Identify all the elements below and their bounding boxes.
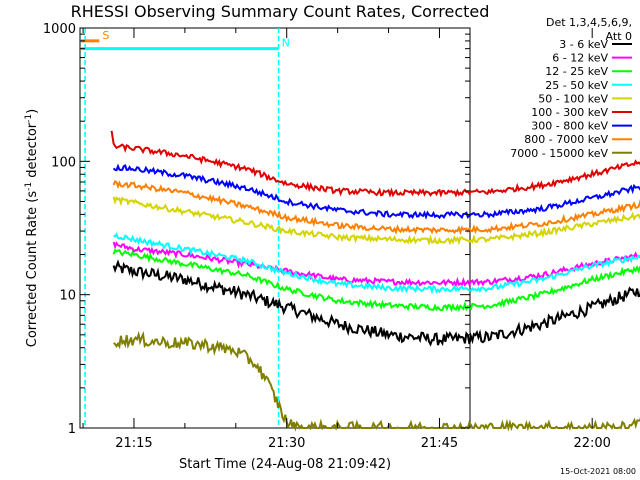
y-tick-label: 1 — [68, 422, 76, 437]
y-tick-label: 1000 — [43, 22, 76, 37]
x-tick-label: 21:45 — [421, 436, 458, 451]
legend-entry-label: 800 - 7000 keV — [524, 133, 608, 146]
legend-entry-label: 12 - 25 keV — [545, 65, 608, 78]
series-line — [112, 195, 640, 246]
series-line — [112, 163, 640, 220]
legend-entry-label: 100 - 300 keV — [531, 106, 608, 119]
chart-title: RHESSI Observing Summary Count Rates, Co… — [71, 2, 490, 21]
y-axis-label: Corrected Count Rate (s-1 detector-1) — [24, 109, 40, 347]
legend-entry-label: 6 - 12 keV — [552, 52, 608, 65]
legend-entry-label: 25 - 50 keV — [545, 79, 608, 92]
series-line — [112, 179, 640, 236]
flag-label: N — [282, 37, 290, 50]
legend-entry-label: 300 - 800 keV — [531, 120, 608, 133]
y-axis-label-sup2: -1 — [24, 114, 34, 123]
y-axis-ticks: 1 10 100 1000 — [43, 22, 470, 437]
legend-title: Det 1,3,4,5,6,9, — [546, 16, 632, 29]
x-tick-label: 22:00 — [573, 436, 610, 451]
flag-label: S — [102, 29, 109, 42]
y-axis-label-main: Corrected Count Rate (s — [25, 191, 40, 348]
legend-entry-label: 50 - 100 keV — [538, 92, 608, 105]
series-line — [112, 248, 640, 313]
series-line — [113, 232, 640, 295]
legend-entry-label: 3 - 6 keV — [559, 38, 608, 51]
y-axis-label-sup1: -1 — [24, 182, 34, 191]
x-tick-label: 21:30 — [268, 436, 305, 451]
y-tick-label: 100 — [51, 155, 76, 170]
x-axis-label: Start Time (24-Aug-08 21:09:42) — [179, 457, 391, 472]
footer-date: 15-Oct-2021 08:00 — [560, 467, 636, 476]
series-line — [112, 259, 640, 347]
plot-frame — [79, 27, 471, 429]
x-tick-label: 21:15 — [115, 436, 152, 451]
legend-entry-label: 7000 - 15000 keV — [510, 147, 608, 160]
y-tick-label: 10 — [59, 289, 76, 304]
y-axis-label-mid: detector — [25, 122, 40, 182]
plot-area: SN — [79, 27, 640, 432]
legend-title: Att 0 — [606, 30, 632, 43]
series-line — [113, 330, 640, 432]
y-axis-label-end: ) — [25, 109, 40, 114]
series-line — [110, 130, 640, 198]
